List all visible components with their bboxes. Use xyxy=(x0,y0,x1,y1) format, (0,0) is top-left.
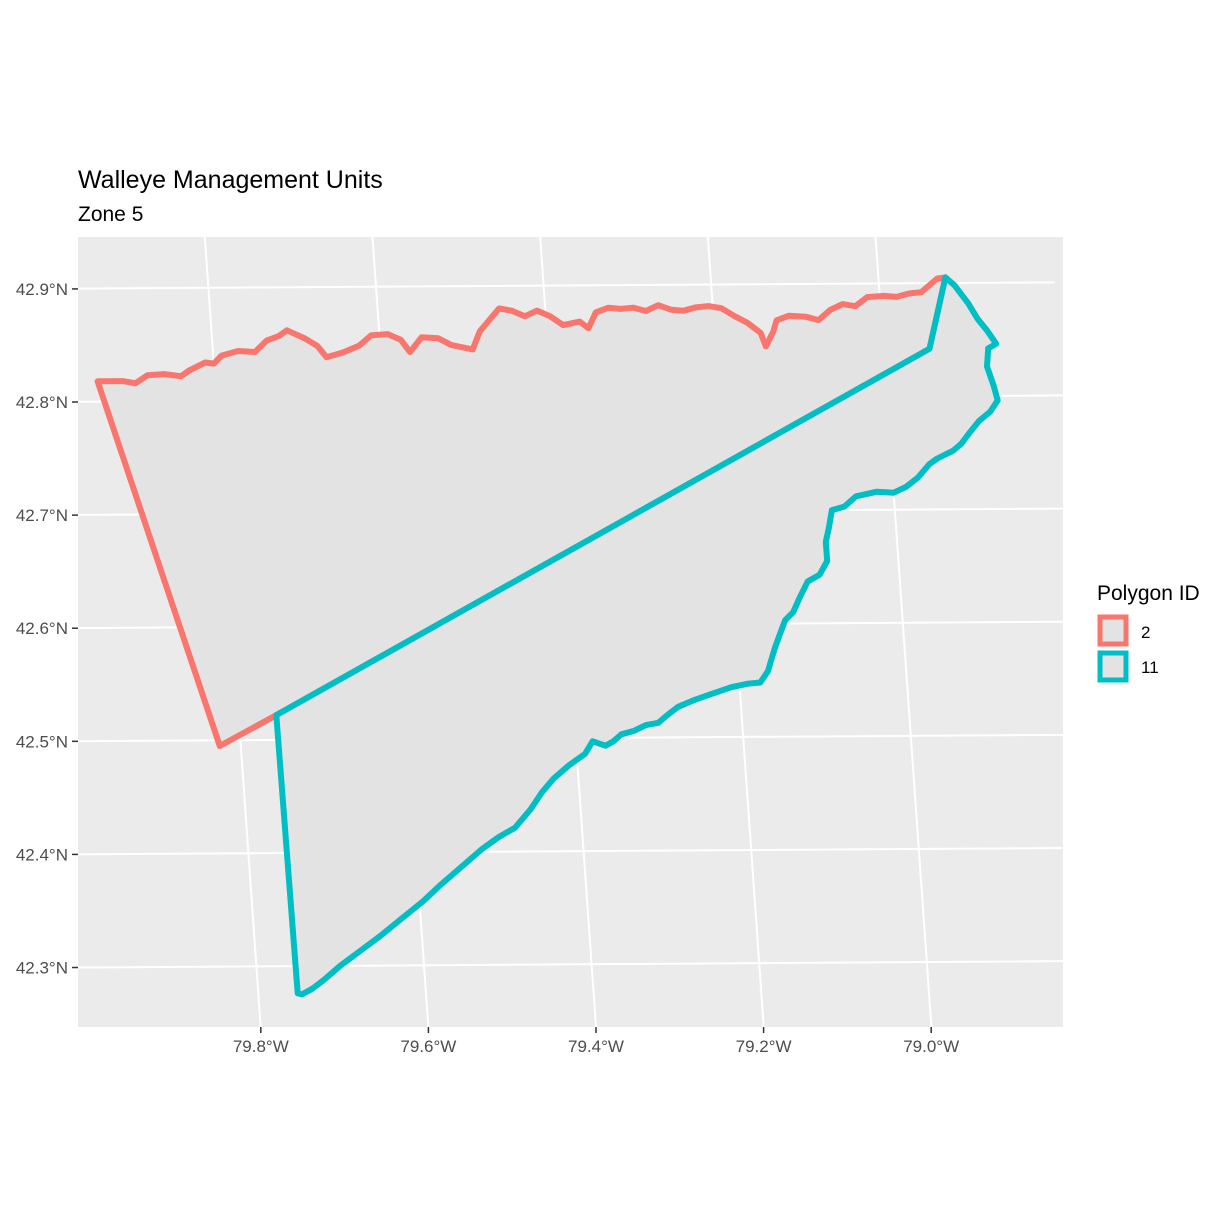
x-tick-label: 79.6°W xyxy=(400,1037,456,1056)
y-tick-label: 42.5°N xyxy=(16,732,68,751)
legend-label-2: 2 xyxy=(1141,623,1150,642)
legend-title: Polygon ID xyxy=(1097,582,1200,605)
y-tick-label: 42.9°N xyxy=(16,280,68,299)
legend-key-11 xyxy=(1097,650,1129,683)
chart-title: Walleye Management Units xyxy=(78,166,383,194)
axes: 79.8°W 79.6°W 79.4°W 79.2°W 79.0°W 42.3°N 42.4… xyxy=(16,280,959,1056)
y-tick-label: 42.4°N xyxy=(16,845,68,864)
polygons xyxy=(94,274,1001,998)
parallel-gridline xyxy=(78,281,1055,290)
polygon-11 xyxy=(273,274,1001,998)
y-tick-label: 42.3°N xyxy=(16,959,68,978)
y-tick-label: 42.7°N xyxy=(16,506,68,525)
x-tick-label: 79.8°W xyxy=(233,1037,289,1056)
y-tick-label: 42.8°N xyxy=(16,393,68,412)
legend: Polygon ID 2 11 xyxy=(1097,582,1200,683)
parallel-gridline xyxy=(78,960,1063,969)
parallel-gridline xyxy=(78,847,1063,856)
legend-key-2 xyxy=(1097,614,1129,647)
x-tick-label: 79.4°W xyxy=(568,1037,624,1056)
y-tick-label: 42.6°N xyxy=(16,619,68,638)
polygon-2 xyxy=(94,274,949,749)
legend-label-11: 11 xyxy=(1141,658,1159,677)
x-tick-label: 79.0°W xyxy=(903,1037,959,1056)
x-tick-label: 79.2°W xyxy=(736,1037,792,1056)
chart-subtitle: Zone 5 xyxy=(78,203,143,226)
